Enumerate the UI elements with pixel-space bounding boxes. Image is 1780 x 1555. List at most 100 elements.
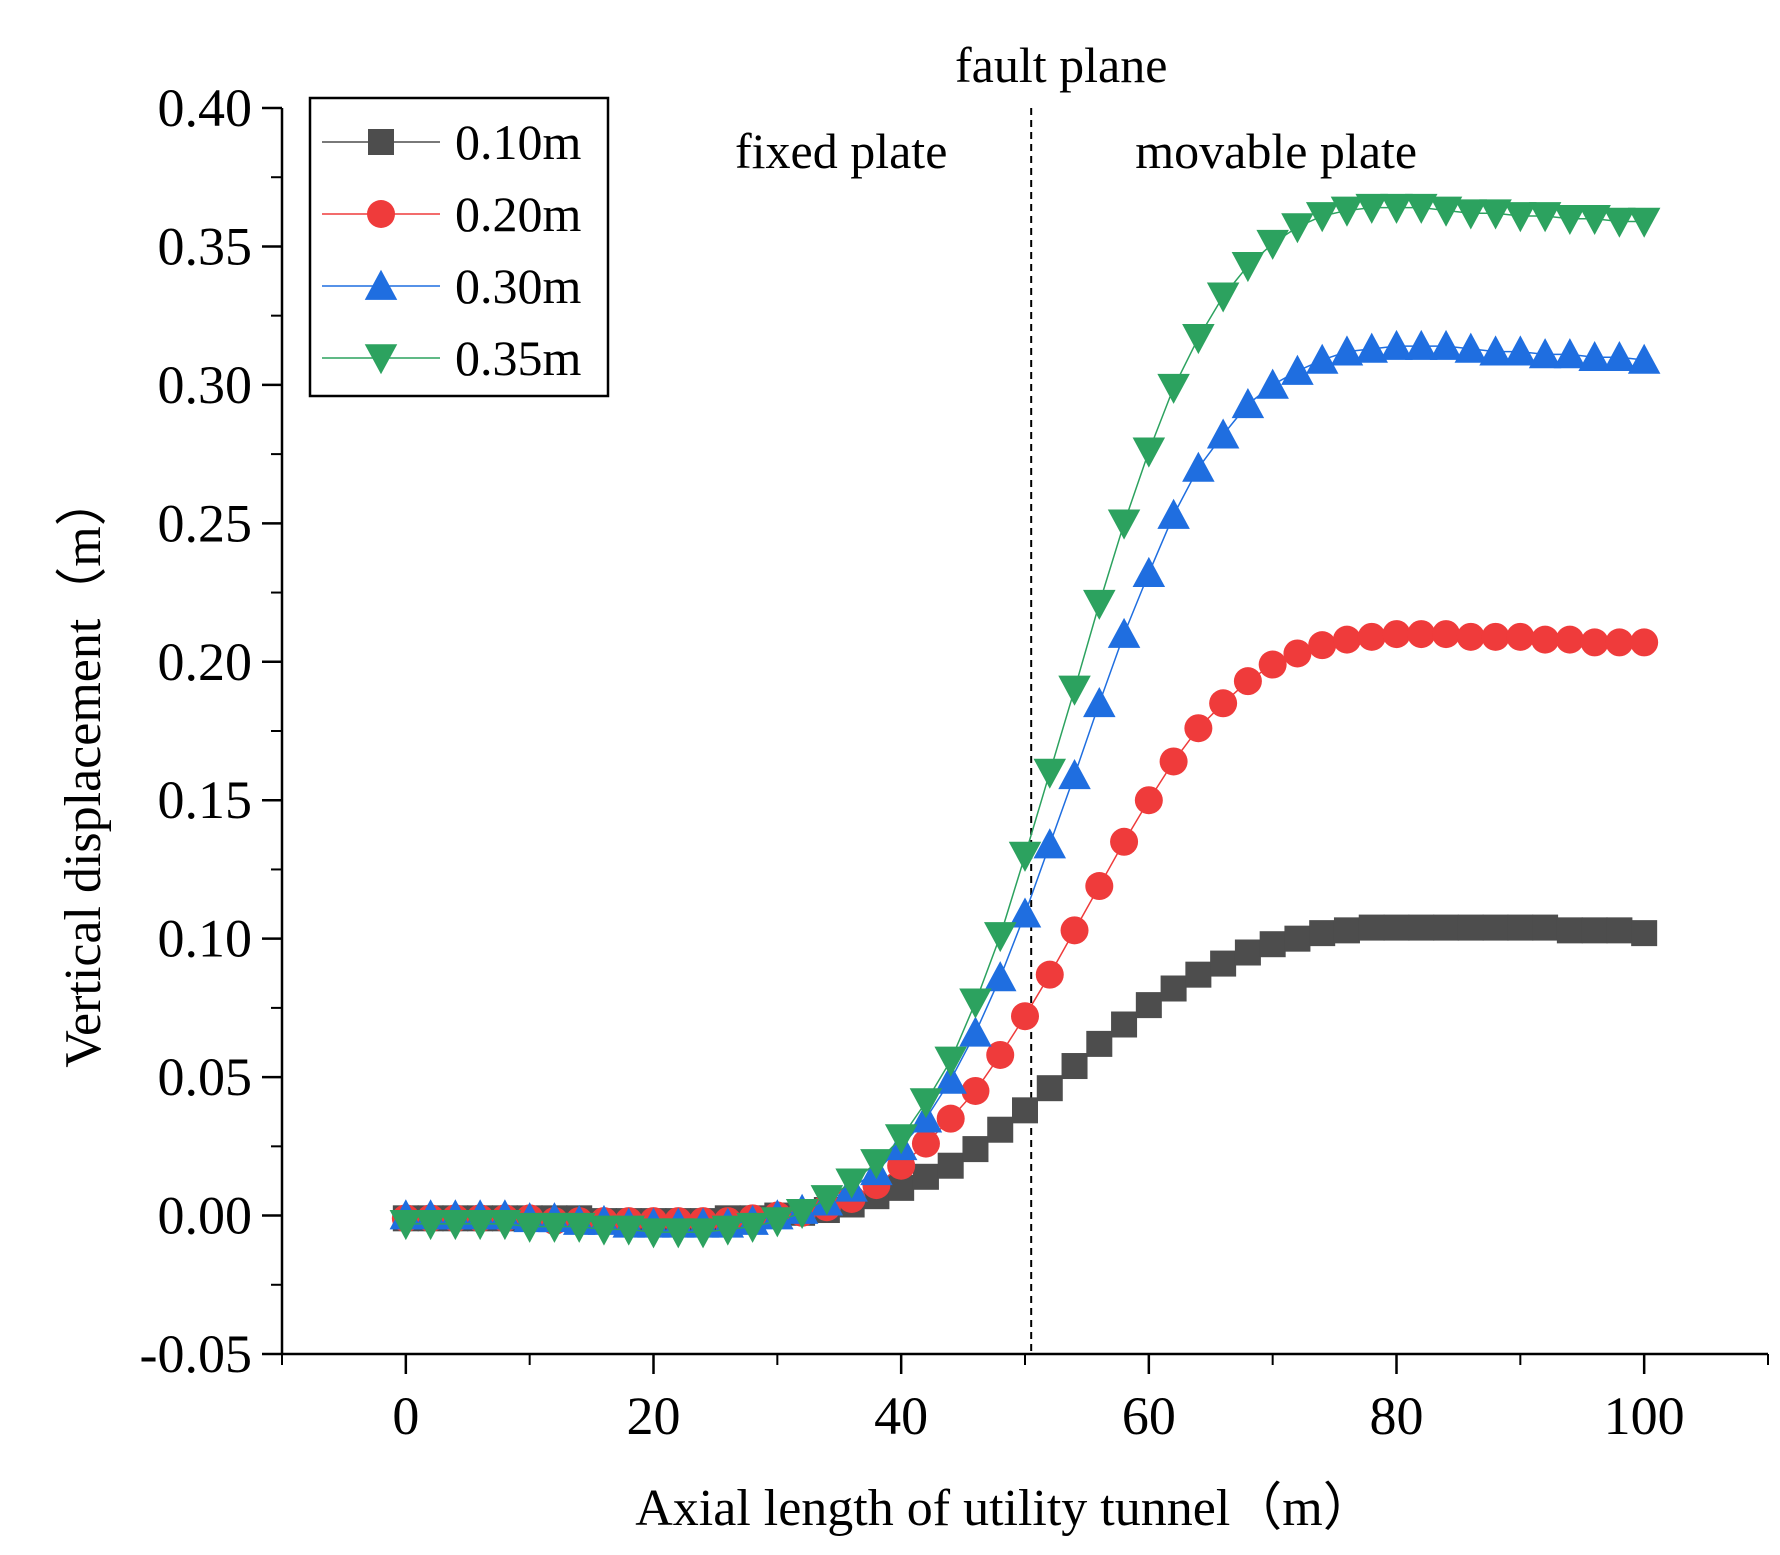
data-point bbox=[1035, 960, 1064, 989]
data-point bbox=[439, 1210, 472, 1241]
axes: -0.05 0.00 0.05 0.10 0.15 0.20 0.25 0.30 0.35 0.4… bbox=[55, 78, 1769, 1537]
y-tick-label: 0.30 bbox=[158, 355, 253, 415]
data-point bbox=[1058, 675, 1091, 706]
y-tick-label: 0.05 bbox=[158, 1047, 253, 1107]
data-point bbox=[1231, 388, 1265, 419]
legend-box bbox=[308, 96, 610, 398]
data-point bbox=[1330, 196, 1364, 227]
data-point bbox=[1160, 975, 1187, 1002]
data-point bbox=[414, 1210, 447, 1241]
data-point bbox=[1209, 689, 1238, 718]
data-point bbox=[1107, 617, 1141, 648]
data-point bbox=[1507, 914, 1534, 941]
data-point bbox=[1454, 199, 1488, 230]
data-point bbox=[1457, 914, 1484, 941]
data-point bbox=[1184, 714, 1213, 743]
data-point bbox=[1111, 1011, 1138, 1038]
data-point bbox=[1058, 759, 1091, 790]
data-point bbox=[1580, 628, 1609, 657]
legend-marker bbox=[364, 269, 398, 300]
data-point bbox=[835, 1168, 868, 1199]
data-point bbox=[884, 1124, 918, 1155]
data-point bbox=[1581, 917, 1608, 944]
data-point bbox=[1305, 202, 1339, 233]
data-point bbox=[1432, 620, 1461, 649]
series-0.35m bbox=[389, 193, 1661, 1249]
data-point bbox=[1333, 917, 1360, 944]
data-point bbox=[1086, 1030, 1113, 1057]
data-point bbox=[1182, 451, 1215, 482]
data-point bbox=[1330, 335, 1364, 366]
data-point bbox=[562, 1212, 596, 1243]
data-point bbox=[1012, 1097, 1038, 1124]
data-point bbox=[587, 1215, 621, 1246]
data-point bbox=[1631, 920, 1658, 947]
data-point bbox=[987, 1116, 1014, 1143]
data-point bbox=[1132, 437, 1166, 468]
legend-marker bbox=[368, 129, 394, 155]
data-point bbox=[1182, 324, 1215, 355]
data-point bbox=[1305, 343, 1339, 374]
data-point bbox=[1206, 282, 1240, 313]
legend-entry: 0.10m bbox=[322, 114, 582, 170]
data-point bbox=[1504, 202, 1537, 233]
data-point bbox=[1555, 625, 1584, 654]
data-point bbox=[1231, 252, 1265, 283]
data-point bbox=[959, 988, 992, 1019]
legend-label: 0.10m bbox=[455, 114, 582, 170]
series-0.10m bbox=[392, 914, 1658, 1235]
data-point bbox=[909, 1088, 943, 1119]
data-point bbox=[1157, 373, 1190, 404]
data-point bbox=[1011, 1002, 1039, 1031]
data-point bbox=[860, 1149, 893, 1180]
data-point bbox=[1284, 925, 1311, 952]
data-point bbox=[1281, 354, 1314, 385]
data-point bbox=[934, 1063, 967, 1094]
data-point bbox=[810, 1185, 844, 1216]
data-point bbox=[1308, 631, 1337, 660]
data-point bbox=[983, 922, 1017, 953]
data-point bbox=[1033, 758, 1067, 789]
data-point bbox=[1429, 196, 1463, 227]
data-point bbox=[1528, 202, 1562, 233]
data-point bbox=[662, 1218, 695, 1249]
movable-plate-label: movable plate bbox=[1135, 123, 1417, 179]
data-point bbox=[1033, 828, 1067, 859]
data-point bbox=[1206, 418, 1240, 449]
data-point bbox=[1481, 622, 1510, 651]
data-point bbox=[686, 1218, 720, 1249]
legend-label: 0.20m bbox=[455, 186, 582, 242]
data-point bbox=[1627, 207, 1661, 238]
data-point bbox=[1358, 914, 1385, 941]
legend-entry: 0.35m bbox=[322, 330, 582, 386]
data-point bbox=[1085, 872, 1114, 901]
data-point bbox=[1132, 556, 1166, 587]
data-point bbox=[1233, 667, 1262, 696]
data-point bbox=[1357, 622, 1386, 651]
legend-entry: 0.30m bbox=[322, 258, 582, 314]
data-point bbox=[1627, 343, 1661, 374]
legend: 0.10m 0.20m 0.30m 0.35m bbox=[308, 96, 610, 398]
data-point bbox=[1060, 916, 1089, 945]
y-tick-label: 0.20 bbox=[158, 632, 253, 692]
data-point bbox=[513, 1212, 546, 1243]
data-point bbox=[1110, 827, 1139, 856]
series-group bbox=[389, 193, 1661, 1249]
data-point bbox=[1479, 199, 1512, 230]
y-tick-label: 0.15 bbox=[158, 770, 253, 830]
data-point bbox=[612, 1215, 645, 1246]
data-point bbox=[463, 1210, 497, 1241]
data-point bbox=[983, 961, 1017, 992]
data-point bbox=[1405, 329, 1438, 360]
data-point bbox=[1332, 625, 1361, 654]
data-point bbox=[1578, 340, 1611, 372]
data-point bbox=[1157, 498, 1190, 529]
data-point bbox=[1258, 650, 1287, 679]
data-point bbox=[1407, 620, 1436, 649]
data-point bbox=[937, 1152, 964, 1179]
data-point bbox=[1256, 368, 1289, 399]
data-point bbox=[1185, 961, 1212, 988]
data-point bbox=[736, 1212, 769, 1243]
